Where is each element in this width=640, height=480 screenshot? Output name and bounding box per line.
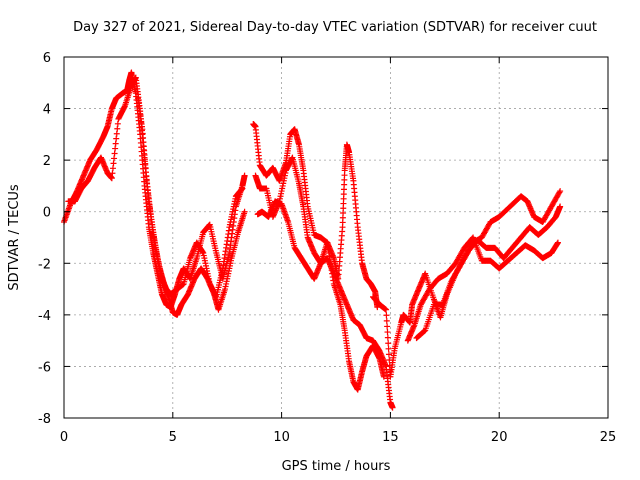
chart-title: Day 327 of 2021, Sidereal Day-to-day VTE… [73,20,597,35]
x-tick-label: 20 [491,430,508,445]
series-track-1 [61,69,248,311]
axis-ticks: 0 5 10 15 20 25 -8 -6 -4 -2 0 2 4 6 [38,51,616,445]
data-point [554,239,561,246]
data-point [241,172,248,179]
data-point [556,189,563,196]
x-axis-label: GPS time / hours [282,459,391,474]
data-point [383,317,390,324]
y-axis-label: SDTVAR / TECUs [7,184,22,291]
y-tick-label: 0 [43,206,51,221]
series-track-5 [252,154,387,393]
series-track-3 [134,95,248,318]
data-point [384,334,391,341]
data-point [385,345,392,352]
y-tick-label: 6 [43,51,51,66]
data-point [385,351,392,358]
data-points [61,69,564,411]
y-tick-label: -2 [38,257,51,272]
plot-frame [63,56,609,419]
series-track-4 [250,121,381,311]
data-point [383,306,390,313]
y-tick-label: -4 [38,309,51,324]
data-point [239,185,246,192]
series-track-6 [254,198,396,411]
data-point [385,340,392,347]
data-point [557,203,564,210]
data-point [384,329,391,336]
series-track-7 [369,188,564,380]
data-point [383,312,390,319]
data-point [389,404,396,411]
series-track-8 [404,234,561,344]
x-tick-label: 25 [600,430,617,445]
data-point [241,208,248,215]
y-tick-label: -6 [38,360,51,375]
x-tick-label: 5 [169,430,177,445]
series-track-9 [413,203,564,342]
data-point [380,373,387,380]
data-point [557,188,564,195]
x-tick-label: 0 [60,430,68,445]
y-tick-label: 2 [43,154,51,169]
grid [64,57,608,418]
x-tick-label: 15 [382,430,399,445]
y-tick-label: -8 [38,412,51,427]
data-point [384,323,391,330]
x-tick-label: 10 [273,430,290,445]
y-tick-label: 4 [43,103,51,118]
